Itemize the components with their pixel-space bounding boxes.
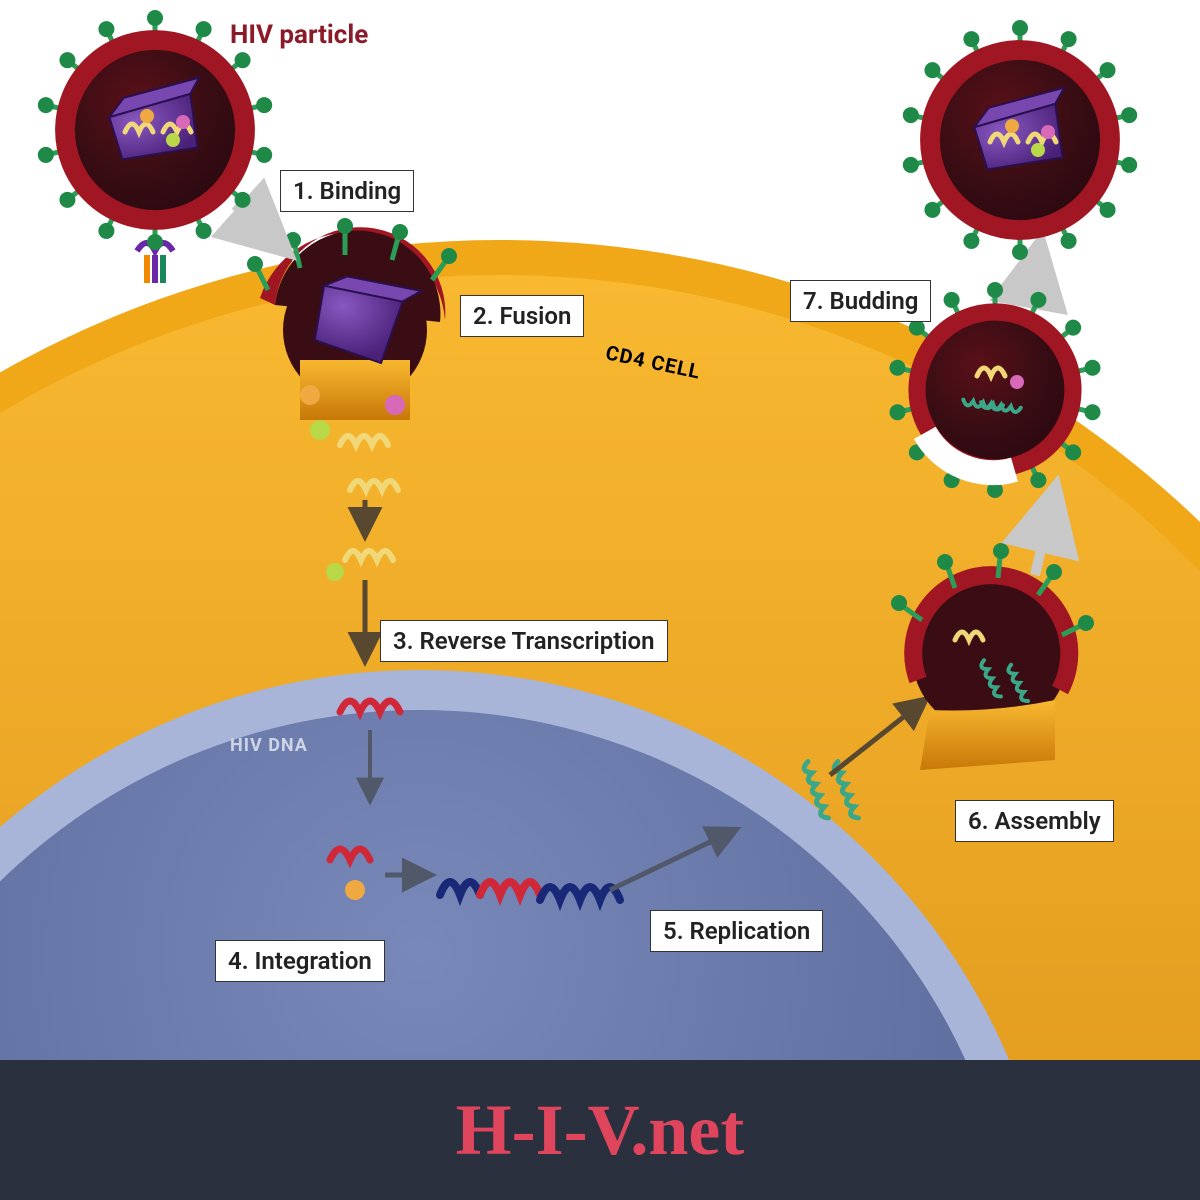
- step-label-6: 6. Assembly: [955, 800, 1114, 842]
- step-label-3: 3. Reverse Transcription: [380, 620, 668, 662]
- virus-layer: [0, 0, 1200, 1200]
- step-label-7: 7. Budding: [790, 280, 931, 322]
- footer-bar: H-I-V.net: [0, 1060, 1200, 1200]
- step-label-5: 5. Replication: [650, 910, 823, 952]
- step-label-1: 1. Binding: [280, 170, 414, 212]
- hiv-dna-label: HIV DNA: [230, 735, 308, 756]
- step-label-4: 4. Integration: [215, 940, 385, 982]
- hiv-virus-icon: [903, 20, 1137, 260]
- diagram-stage: HIV particle CD4 CELL HIV DNA 1. Binding…: [0, 0, 1200, 1200]
- hiv-particle-label: HIV particle: [230, 20, 368, 50]
- footer-logo-text: H-I-V.net: [456, 1089, 745, 1172]
- step-label-2: 2. Fusion: [460, 295, 584, 337]
